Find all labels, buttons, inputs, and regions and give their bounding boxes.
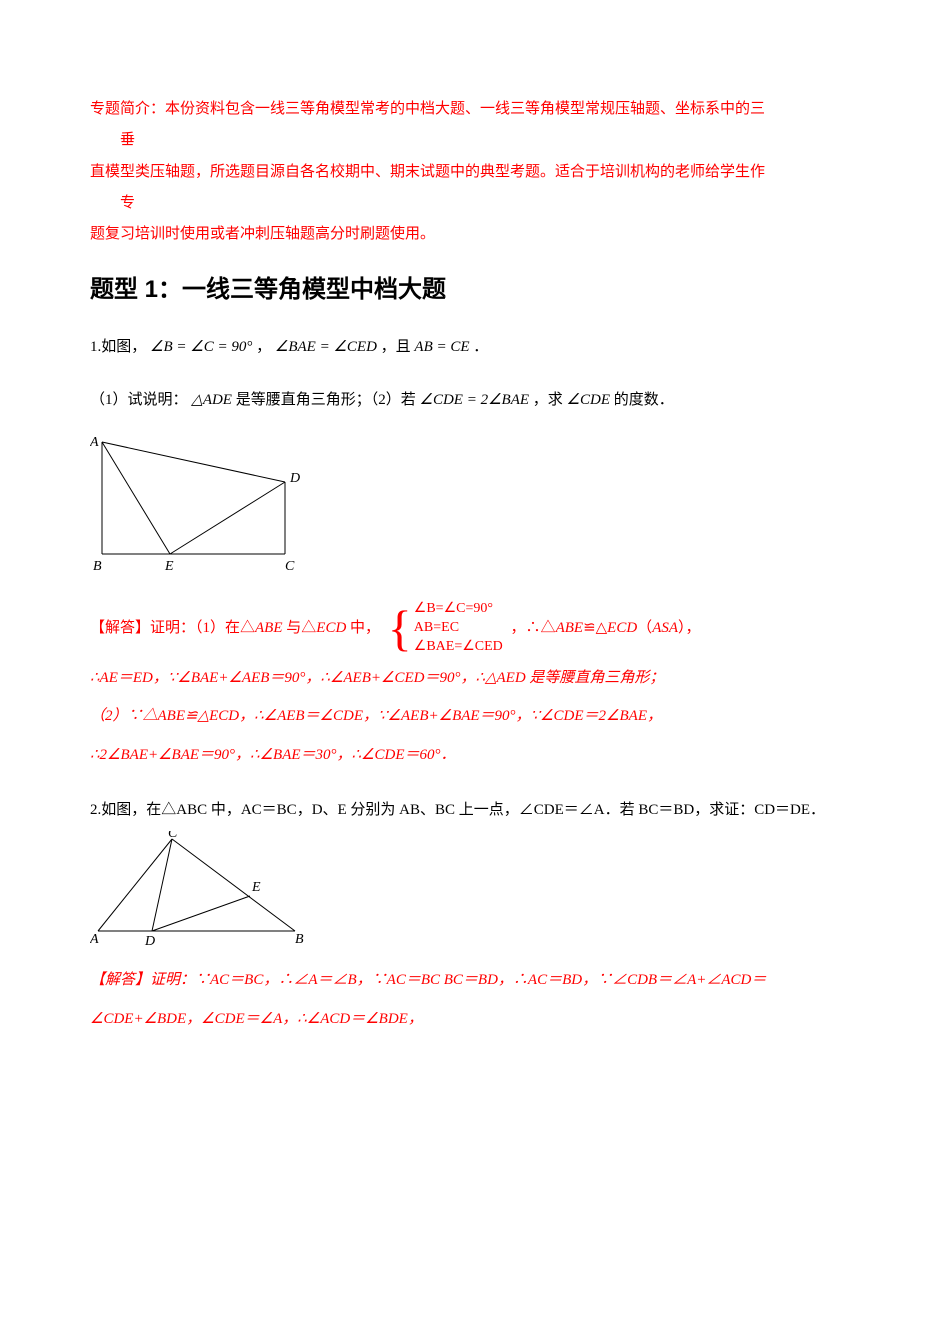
p1-sep1: ，: [256, 339, 271, 355]
p1-q1-prefix: （1）试说明：: [90, 392, 188, 408]
a1-l1c: 与△: [283, 620, 317, 636]
p1-q1-mid: 是等腰直角三角形；（2）若: [236, 392, 420, 408]
svg-text:C: C: [168, 831, 178, 841]
brace-items: ∠B=∠C=90° AB=EC ∠BAE=∠CED: [414, 600, 503, 657]
intro-line-2b: 专: [90, 189, 860, 218]
problem-1-line-2: （1）试说明： △ADE 是等腰直角三角形；（2）若 ∠CDE = 2∠BAE …: [90, 381, 860, 420]
brace-item-1: ∠B=∠C=90°: [414, 600, 503, 619]
intro-block: 专题简介：本份资料包含一线三等角模型常考的中档大题、一线三等角模型常规压轴题、坐…: [90, 95, 860, 249]
brace-group: { ∠B=∠C=90° AB=EC ∠BAE=∠CED: [388, 600, 503, 657]
svg-text:E: E: [251, 880, 261, 895]
brace-item-2: AB=EC: [414, 619, 503, 638]
a1-l1i: ECD: [607, 620, 637, 636]
a1-l1f: ，∴△: [511, 620, 556, 636]
figure-1-svg: A B E C D: [90, 434, 308, 574]
p2-text: 2.如图，在△ABC 中，AC＝BC，D、E 分别为 AB、BC 上一点，∠CD…: [90, 802, 825, 818]
p1-cond3: AB = CE: [414, 339, 469, 355]
svg-text:B: B: [295, 932, 304, 947]
p1-q1-end: 的度数．: [614, 392, 674, 408]
problem-2: 2.如图，在△ABC 中，AC＝BC，D、E 分别为 AB、BC 上一点，∠CD…: [90, 796, 860, 825]
a1-l1h: ≌△: [583, 620, 607, 636]
answer-1-line-3: （2）∵△ABE≌△ECD，∴∠AEB＝∠CDE，∵∠AEB+∠BAE＝90°，…: [90, 699, 860, 734]
intro-line-1b: 垂: [90, 126, 860, 155]
svg-text:A: A: [90, 435, 99, 450]
figure-2: A D B C E: [90, 831, 860, 951]
answer-1-line-1: 【解答】证明：（1）在△ABE 与△ECD 中， { ∠B=∠C=90° AB=…: [90, 600, 860, 657]
answer-2: 【解答】证明：∵AC＝BC，∴∠A＝∠B，∵AC＝BC BC＝BD，∴AC＝BD…: [90, 963, 860, 1036]
svg-text:C: C: [285, 559, 295, 574]
a1-l1l: ），: [678, 620, 701, 636]
a1-l1g: ABE: [556, 620, 584, 636]
svg-text:D: D: [289, 471, 300, 486]
a1-l1k: ASA: [652, 620, 678, 636]
answer-2-line-2: ∠CDE+∠BDE，∠CDE＝∠A，∴∠ACD＝∠BDE，: [90, 1002, 860, 1037]
brace-item-3: ∠BAE=∠CED: [414, 638, 503, 657]
a1-l1b: ABE: [255, 620, 283, 636]
figure-2-svg: A D B C E: [90, 831, 315, 951]
p1-q1-cond: ∠CDE = 2∠BAE: [420, 392, 530, 408]
a1-l1a: 【解答】证明：（1）在△: [90, 620, 255, 636]
svg-text:E: E: [164, 559, 174, 574]
p1-cond1: ∠B = ∠C = 90°: [150, 339, 252, 355]
p1-q1-tri: △ADE: [191, 392, 232, 408]
intro-line-2: 直模型类压轴题，所选题目源自各名校期中、期末试题中的典型考题。适合于培训机构的老…: [90, 158, 860, 187]
p1-end: ．: [473, 339, 488, 355]
p1-q1-target: ∠CDE: [567, 392, 610, 408]
figure-1: A B E C D: [90, 434, 860, 574]
p1-prefix: 1.如图，: [90, 339, 146, 355]
answer-2-line-1: 【解答】证明：∵AC＝BC，∴∠A＝∠B，∵AC＝BC BC＝BD，∴AC＝BD…: [90, 963, 860, 998]
svg-text:B: B: [93, 559, 102, 574]
svg-text:D: D: [144, 934, 155, 949]
left-brace-icon: {: [388, 603, 412, 653]
problem-1-line-1: 1.如图， ∠B = ∠C = 90° ， ∠BAE = ∠CED ，且 AB …: [90, 328, 860, 367]
a1-l1d: ECD: [316, 620, 346, 636]
svg-text:A: A: [90, 932, 99, 947]
p1-q1-sep: ，求: [533, 392, 567, 408]
answer-1-line-4: ∴2∠BAE+∠BAE＝90°，∴∠BAE＝30°，∴∠CDE＝60°．: [90, 738, 860, 773]
intro-line-1: 专题简介：本份资料包含一线三等角模型常考的中档大题、一线三等角模型常规压轴题、坐…: [90, 95, 860, 124]
answer-1-line-2: ∴AE＝ED，∵∠BAE+∠AEB＝90°，∴∠AEB+∠CED＝90°，∴△A…: [90, 661, 860, 696]
a1-l1j: （: [637, 620, 652, 636]
a1-l1e: 中，: [346, 620, 380, 636]
section-title: 题型 1：一线三等角模型中档大题: [90, 267, 860, 314]
p1-cond2: ∠BAE = ∠CED: [275, 339, 377, 355]
answer-1: 【解答】证明：（1）在△ABE 与△ECD 中， { ∠B=∠C=90° AB=…: [90, 600, 860, 772]
intro-line-3: 题复习培训时使用或者冲刺压轴题高分时刷题使用。: [90, 220, 860, 249]
p1-sep2: ，且: [381, 339, 411, 355]
